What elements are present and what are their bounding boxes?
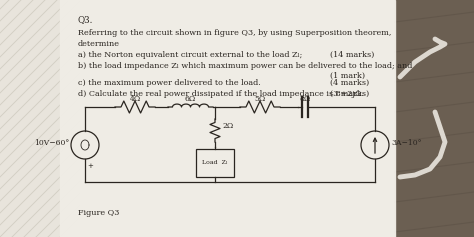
Text: d) Calculate the real power dissipated if the load impedance is 8+2jΩ.: d) Calculate the real power dissipated i… bbox=[78, 90, 364, 98]
Text: (4 marks): (4 marks) bbox=[330, 79, 369, 87]
Text: 6Ω: 6Ω bbox=[184, 95, 196, 103]
Text: +: + bbox=[87, 163, 93, 169]
Text: c) the maximum power delivered to the load.: c) the maximum power delivered to the lo… bbox=[78, 79, 261, 87]
Text: 3A−10°: 3A−10° bbox=[391, 139, 421, 147]
Bar bbox=[395, 0, 474, 237]
Text: Figure Q3: Figure Q3 bbox=[78, 209, 119, 217]
Text: b) the load impedance Zₗ which maximum power can be delivered to the load; and: b) the load impedance Zₗ which maximum p… bbox=[78, 62, 412, 70]
Text: 4Ω: 4Ω bbox=[129, 95, 141, 103]
Text: determine: determine bbox=[78, 40, 120, 48]
Text: (14 marks): (14 marks) bbox=[330, 51, 374, 59]
Text: 2Ω: 2Ω bbox=[222, 122, 233, 130]
Text: 5Ω: 5Ω bbox=[255, 95, 265, 103]
Text: 10V−60°: 10V−60° bbox=[34, 139, 69, 147]
Text: (3 marks): (3 marks) bbox=[330, 90, 369, 98]
Bar bbox=[60, 0, 395, 237]
Text: Q3.: Q3. bbox=[78, 15, 93, 24]
Text: Load  Zₗ: Load Zₗ bbox=[202, 160, 228, 165]
Text: a) the Norton equivalent circuit external to the load Zₗ;: a) the Norton equivalent circuit externa… bbox=[78, 51, 302, 59]
Bar bbox=[196, 149, 234, 177]
Text: 8Ω: 8Ω bbox=[300, 95, 310, 103]
Text: Referring to the circuit shown in figure Q3, by using Superposition theorem,: Referring to the circuit shown in figure… bbox=[78, 29, 392, 37]
Text: (1 mark): (1 mark) bbox=[330, 72, 365, 80]
